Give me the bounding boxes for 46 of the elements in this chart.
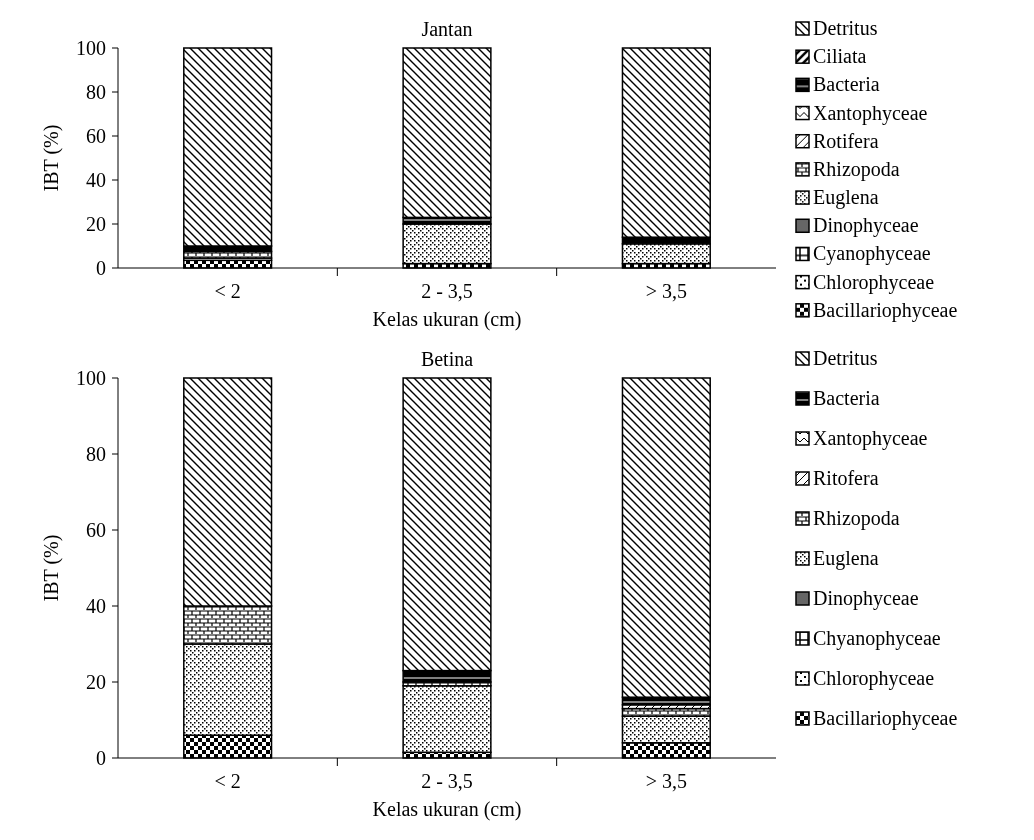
legend-label: Bacteria xyxy=(813,387,880,409)
x-axis-title: Kelas ukuran (cm) xyxy=(372,308,522,331)
legend-label: Euglena xyxy=(813,547,879,570)
legend-label: Bacteria xyxy=(813,73,880,96)
legend-label: Euglena xyxy=(813,186,879,210)
legend-label: Bacillariophyceae xyxy=(813,298,958,322)
y-tick-label: 40 xyxy=(86,169,106,191)
y-tick-label: 80 xyxy=(86,81,106,103)
legend-label: Bacillariophyceae xyxy=(813,707,958,730)
y-tick-label: 0 xyxy=(96,257,106,279)
x-tick-label: 2 - 3,5 xyxy=(421,280,473,302)
legend-label: Xantophyceae xyxy=(813,427,928,450)
y-tick-label: 40 xyxy=(86,595,106,617)
legend-label: Rhizopoda xyxy=(813,507,900,530)
bar xyxy=(402,685,492,754)
y-axis-title: IBT (%) xyxy=(40,534,63,602)
legend-label: Chlorophyceae xyxy=(813,270,935,294)
y-axis-title: IBT (%) xyxy=(40,124,63,192)
legend-label: Xantophyceae xyxy=(813,101,928,125)
chart-title: Betina xyxy=(420,348,474,370)
legend-label: Chyanophyceae xyxy=(813,627,941,650)
legend-label: Cyanophyceae xyxy=(813,242,931,266)
x-tick-label: < 2 xyxy=(214,280,241,302)
chart-title: Jantan xyxy=(421,18,473,40)
y-tick-label: 60 xyxy=(86,125,106,147)
legend-label: Dinophyceae xyxy=(813,214,919,238)
legend-label: Chlorophyceae xyxy=(813,667,935,690)
legend-label: Detritus xyxy=(813,347,878,369)
legend-label: Detritus xyxy=(813,17,878,39)
x-tick-label: > 3,5 xyxy=(645,280,687,302)
y-tick-label: 20 xyxy=(86,671,106,693)
y-tick-label: 60 xyxy=(86,519,106,541)
y-tick-label: 20 xyxy=(86,213,106,235)
legend-label: Ciliata xyxy=(813,45,867,68)
y-tick-label: 0 xyxy=(96,747,106,769)
y-tick-label: 100 xyxy=(76,37,106,59)
y-tick-label: 80 xyxy=(86,443,106,465)
x-tick-label: > 3,5 xyxy=(645,770,687,792)
x-tick-label: < 2 xyxy=(214,770,241,792)
y-tick-label: 100 xyxy=(76,367,106,389)
legend-label: Dinophyceae xyxy=(813,587,919,610)
x-tick-label: 2 - 3,5 xyxy=(421,770,473,792)
legend-label: Ritofera xyxy=(813,467,879,489)
legend-label: Rhizopoda xyxy=(813,157,900,181)
x-axis-title: Kelas ukuran (cm) xyxy=(372,798,522,821)
legend-label: Rotifera xyxy=(813,129,879,152)
